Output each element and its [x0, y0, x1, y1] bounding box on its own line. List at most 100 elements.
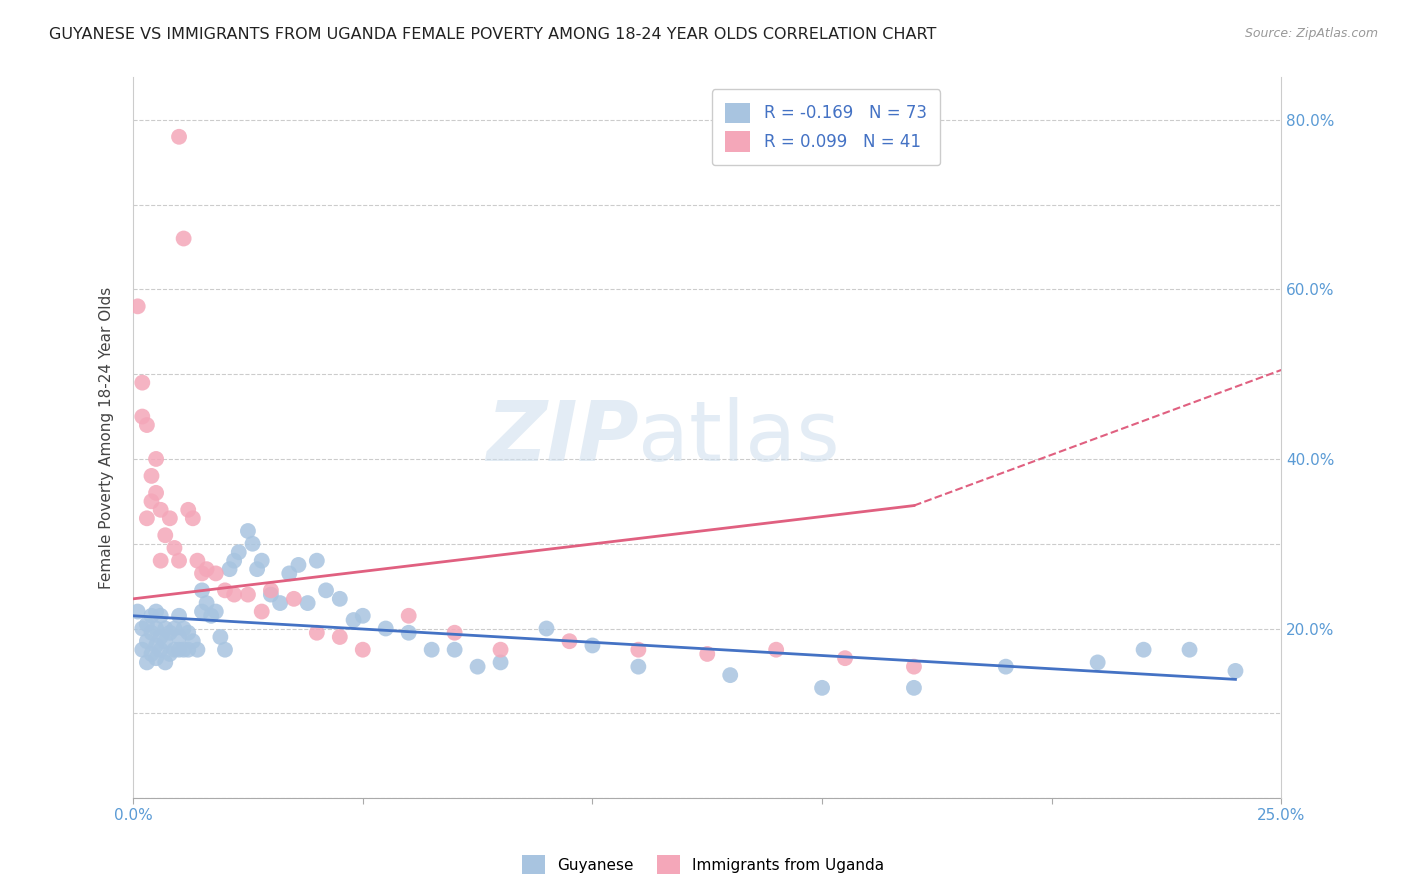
- Point: [135, 417, 157, 432]
- Point: [315, 583, 337, 598]
- Point: [155, 528, 177, 542]
- Point: [305, 554, 328, 568]
- Point: [246, 562, 269, 576]
- Point: [145, 639, 167, 653]
- Point: [228, 545, 250, 559]
- Point: [696, 647, 718, 661]
- Point: [141, 625, 163, 640]
- Point: [181, 634, 204, 648]
- Text: ZIP: ZIP: [485, 397, 638, 478]
- Point: [352, 608, 374, 623]
- Legend: Guyanese, Immigrants from Uganda: Guyanese, Immigrants from Uganda: [516, 849, 890, 880]
- Point: [177, 625, 200, 640]
- Point: [141, 647, 163, 661]
- Point: [278, 566, 301, 581]
- Point: [186, 642, 208, 657]
- Point: [163, 622, 186, 636]
- Point: [329, 630, 352, 644]
- Point: [155, 656, 177, 670]
- Point: [191, 605, 214, 619]
- Point: [135, 617, 157, 632]
- Point: [173, 622, 195, 636]
- Point: [149, 503, 172, 517]
- Point: [167, 642, 190, 657]
- Point: [145, 605, 167, 619]
- Point: [236, 524, 259, 538]
- Point: [159, 625, 181, 640]
- Point: [167, 129, 190, 144]
- Point: [173, 642, 195, 657]
- Point: [163, 642, 186, 657]
- Point: [218, 562, 240, 576]
- Point: [236, 588, 259, 602]
- Point: [1225, 664, 1247, 678]
- Point: [155, 622, 177, 636]
- Point: [135, 634, 157, 648]
- Point: [342, 613, 364, 627]
- Point: [149, 630, 172, 644]
- Point: [903, 681, 925, 695]
- Point: [209, 630, 232, 644]
- Point: [1087, 656, 1109, 670]
- Point: [443, 625, 465, 640]
- Point: [167, 608, 190, 623]
- Point: [224, 554, 246, 568]
- Point: [1132, 642, 1154, 657]
- Point: [398, 608, 420, 623]
- Point: [287, 558, 309, 572]
- Point: [131, 376, 153, 390]
- Point: [283, 591, 305, 606]
- Text: Source: ZipAtlas.com: Source: ZipAtlas.com: [1244, 27, 1378, 40]
- Point: [204, 605, 226, 619]
- Point: [149, 642, 172, 657]
- Point: [224, 588, 246, 602]
- Text: atlas: atlas: [638, 397, 841, 478]
- Point: [627, 659, 650, 673]
- Point: [269, 596, 291, 610]
- Legend: R = -0.169   N = 73, R = 0.099   N = 41: R = -0.169 N = 73, R = 0.099 N = 41: [711, 89, 941, 165]
- Point: [214, 583, 236, 598]
- Point: [443, 642, 465, 657]
- Point: [191, 583, 214, 598]
- Point: [127, 299, 149, 313]
- Point: [903, 659, 925, 673]
- Point: [834, 651, 856, 665]
- Point: [718, 668, 741, 682]
- Point: [177, 642, 200, 657]
- Point: [558, 634, 581, 648]
- Point: [163, 541, 186, 555]
- Point: [127, 605, 149, 619]
- Point: [167, 554, 190, 568]
- Point: [1178, 642, 1201, 657]
- Point: [173, 231, 195, 245]
- Point: [177, 503, 200, 517]
- Point: [135, 656, 157, 670]
- Point: [149, 608, 172, 623]
- Point: [167, 630, 190, 644]
- Point: [145, 651, 167, 665]
- Point: [398, 625, 420, 640]
- Point: [811, 681, 834, 695]
- Point: [250, 605, 273, 619]
- Point: [141, 494, 163, 508]
- Text: GUYANESE VS IMMIGRANTS FROM UGANDA FEMALE POVERTY AMONG 18-24 YEAR OLDS CORRELAT: GUYANESE VS IMMIGRANTS FROM UGANDA FEMAL…: [49, 27, 936, 42]
- Point: [155, 634, 177, 648]
- Point: [305, 625, 328, 640]
- Point: [374, 622, 396, 636]
- Y-axis label: Female Poverty Among 18-24 Year Olds: Female Poverty Among 18-24 Year Olds: [100, 286, 114, 589]
- Point: [149, 554, 172, 568]
- Point: [181, 511, 204, 525]
- Point: [627, 642, 650, 657]
- Point: [297, 596, 319, 610]
- Point: [195, 596, 218, 610]
- Point: [200, 608, 222, 623]
- Point: [489, 656, 512, 670]
- Point: [195, 562, 218, 576]
- Point: [260, 588, 283, 602]
- Point: [204, 566, 226, 581]
- Point: [581, 639, 603, 653]
- Point: [765, 642, 787, 657]
- Point: [536, 622, 558, 636]
- Point: [250, 554, 273, 568]
- Point: [994, 659, 1017, 673]
